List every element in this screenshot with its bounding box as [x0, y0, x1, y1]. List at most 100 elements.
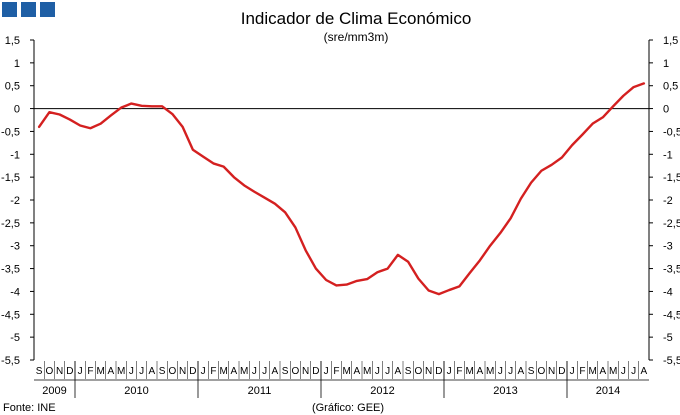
x-month-label: M — [363, 366, 371, 377]
y-tick-label-left: -1 — [10, 149, 20, 161]
x-month-label: J — [631, 366, 636, 377]
y-tick-label-right: -5,5 — [663, 355, 680, 367]
source-note: Fonte: INE — [3, 402, 56, 414]
x-year-label: 2013 — [493, 385, 517, 397]
x-month-label: A — [395, 366, 402, 377]
x-year-label: 2012 — [370, 385, 394, 397]
x-month-label: J — [324, 366, 329, 377]
y-tick-label-right: -1,5 — [663, 172, 680, 184]
x-month-label: F — [456, 366, 462, 377]
y-tick-label-right: -4 — [663, 286, 673, 298]
x-month-label: J — [447, 366, 452, 377]
x-month-label: M — [609, 366, 617, 377]
y-tick-label-right: 0 — [663, 104, 669, 116]
y-tick-label-right: 1,5 — [663, 35, 678, 47]
x-month-label: J — [498, 366, 503, 377]
y-tick-label-right: -2 — [663, 195, 673, 207]
x-month-label: J — [139, 366, 144, 377]
x-month-label: O — [414, 366, 422, 377]
x-month-label: J — [201, 366, 206, 377]
y-tick-label-right: -4,5 — [663, 309, 680, 321]
x-month-label: J — [129, 366, 134, 377]
y-tick-label-right: 1 — [663, 58, 669, 70]
x-month-label: M — [486, 366, 494, 377]
y-tick-label-right: 0,5 — [663, 81, 678, 93]
x-year-label: 2009 — [42, 385, 66, 397]
y-tick-label-right: -0,5 — [663, 126, 680, 138]
x-month-label: S — [282, 366, 289, 377]
x-month-label: A — [354, 366, 361, 377]
x-month-label: D — [66, 366, 73, 377]
x-month-label: J — [385, 366, 390, 377]
y-tick-label-left: -3 — [10, 241, 20, 253]
x-month-label: A — [108, 366, 115, 377]
x-month-label: N — [425, 366, 432, 377]
y-tick-label-left: 1,5 — [5, 35, 20, 47]
x-month-label: J — [252, 366, 257, 377]
y-tick-label-left: -2,5 — [1, 218, 20, 230]
y-tick-label-left: -1,5 — [1, 172, 20, 184]
y-tick-label-left: -4 — [10, 286, 20, 298]
x-month-label: O — [537, 366, 545, 377]
x-month-label: N — [56, 366, 63, 377]
y-tick-label-right: -1 — [663, 149, 673, 161]
x-month-label: M — [96, 366, 104, 377]
x-month-label: A — [149, 366, 156, 377]
y-tick-label-right: -3 — [663, 241, 673, 253]
x-month-label: J — [78, 366, 83, 377]
x-month-label: F — [333, 366, 339, 377]
x-month-label: M — [219, 366, 227, 377]
x-month-label: M — [342, 366, 350, 377]
x-month-label: A — [641, 366, 648, 377]
x-month-label: S — [159, 366, 166, 377]
x-month-label: M — [117, 366, 125, 377]
x-year-label: 2014 — [596, 385, 620, 397]
y-tick-label-right: -2,5 — [663, 218, 680, 230]
chart-title: Indicador de Clima Económico — [241, 9, 472, 28]
y-tick-label-left: -5,5 — [1, 355, 20, 367]
x-month-label: A — [477, 366, 484, 377]
x-month-label: J — [621, 366, 626, 377]
x-month-label: A — [518, 366, 525, 377]
series-line — [37, 82, 646, 296]
x-month-label: A — [272, 366, 279, 377]
x-month-label: D — [435, 366, 442, 377]
y-tick-label-left: -2 — [10, 195, 20, 207]
y-tick-label-left: 1 — [14, 58, 20, 70]
x-month-label: S — [36, 366, 43, 377]
x-month-label: M — [465, 366, 473, 377]
x-month-label: O — [291, 366, 299, 377]
y-tick-label-left: -3,5 — [1, 264, 20, 276]
x-month-label: J — [508, 366, 513, 377]
x-month-label: M — [240, 366, 248, 377]
x-month-label: F — [579, 366, 585, 377]
y-tick-label-right: -5 — [663, 332, 673, 344]
x-month-label: F — [87, 366, 93, 377]
y-tick-label-left: -4,5 — [1, 309, 20, 321]
x-month-label: M — [588, 366, 596, 377]
x-month-label: A — [600, 366, 607, 377]
x-month-label: S — [405, 366, 412, 377]
x-month-label: D — [189, 366, 196, 377]
x-month-label: N — [548, 366, 555, 377]
x-month-label: N — [302, 366, 309, 377]
y-tick-label-left: -5 — [10, 332, 20, 344]
chart-subtitle: (sre/mm3m) — [324, 30, 389, 44]
credit-note: (Gráfico: GEE) — [312, 402, 384, 414]
x-month-label: F — [210, 366, 216, 377]
header-square-2 — [21, 2, 36, 17]
x-month-label: J — [570, 366, 575, 377]
x-month-label: J — [262, 366, 267, 377]
x-month-label: O — [45, 366, 53, 377]
x-year-label: 2011 — [248, 385, 272, 397]
y-tick-label-left: 0,5 — [5, 81, 20, 93]
x-month-label: A — [231, 366, 238, 377]
header-square-1 — [2, 2, 17, 17]
y-tick-label-left: 0 — [14, 104, 20, 116]
y-tick-label-left: -0,5 — [1, 126, 20, 138]
x-month-label: D — [312, 366, 319, 377]
x-month-label: J — [375, 366, 380, 377]
x-year-label: 2010 — [124, 385, 148, 397]
x-month-label: N — [179, 366, 186, 377]
